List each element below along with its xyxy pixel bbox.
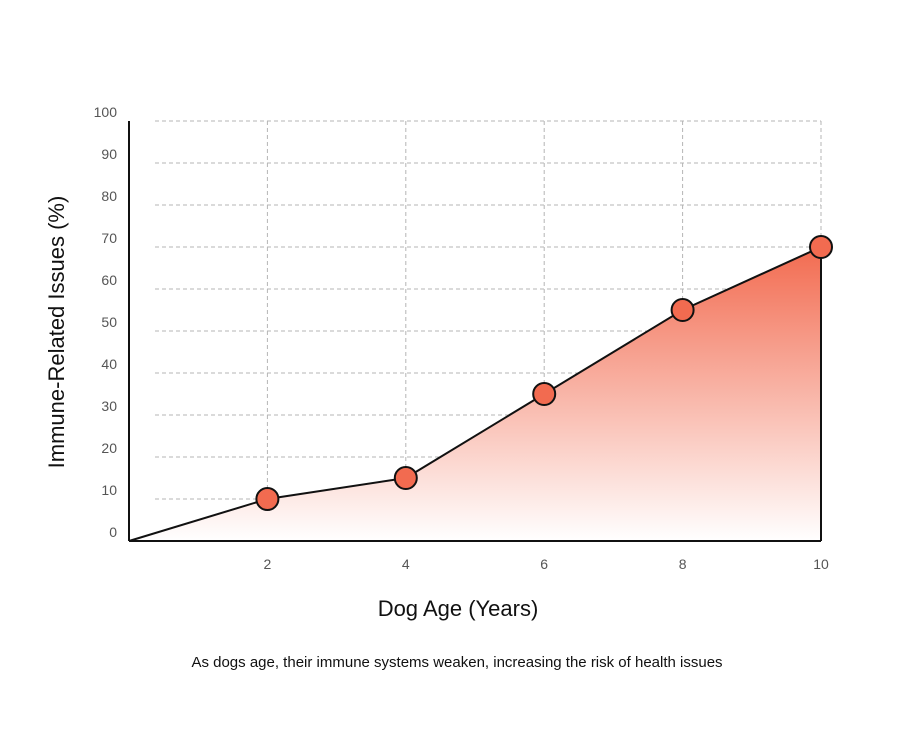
data-point <box>809 235 833 259</box>
x-tick-label: 6 <box>540 556 548 572</box>
y-tick-label: 0 <box>109 524 117 540</box>
x-tick-label: 4 <box>402 556 410 572</box>
y-tick-label: 40 <box>101 356 117 372</box>
y-tick-label: 70 <box>101 230 117 246</box>
y-tick-label: 100 <box>94 104 118 120</box>
data-point <box>393 466 418 490</box>
y-tick-label: 60 <box>101 272 117 288</box>
x-axis-title: Dog Age (Years) <box>378 596 539 621</box>
area-fill <box>129 247 821 541</box>
y-axis-title: Immune-Related Issues (%) <box>44 196 69 469</box>
markers <box>255 235 833 511</box>
y-tick-label: 10 <box>101 482 117 498</box>
y-tick-label: 20 <box>101 440 117 456</box>
y-tick-label: 50 <box>101 314 117 330</box>
data-point <box>532 382 557 406</box>
y-tick-label: 80 <box>101 188 117 204</box>
x-tick-label: 10 <box>813 556 829 572</box>
y-tick-label: 90 <box>101 146 117 162</box>
chart-caption: As dogs age, their immune systems weaken… <box>191 654 723 671</box>
axes <box>128 121 822 542</box>
y-tick-label: 30 <box>101 398 117 414</box>
x-tick-label: 8 <box>679 556 687 572</box>
x-tick-label: 2 <box>264 556 272 572</box>
series-line <box>128 246 822 542</box>
tick-labels: 0 10 20 30 40 50 60 70 80 90 100 2 4 6 8 10 <box>94 104 829 572</box>
data-point <box>255 487 280 511</box>
data-point <box>670 298 695 322</box>
